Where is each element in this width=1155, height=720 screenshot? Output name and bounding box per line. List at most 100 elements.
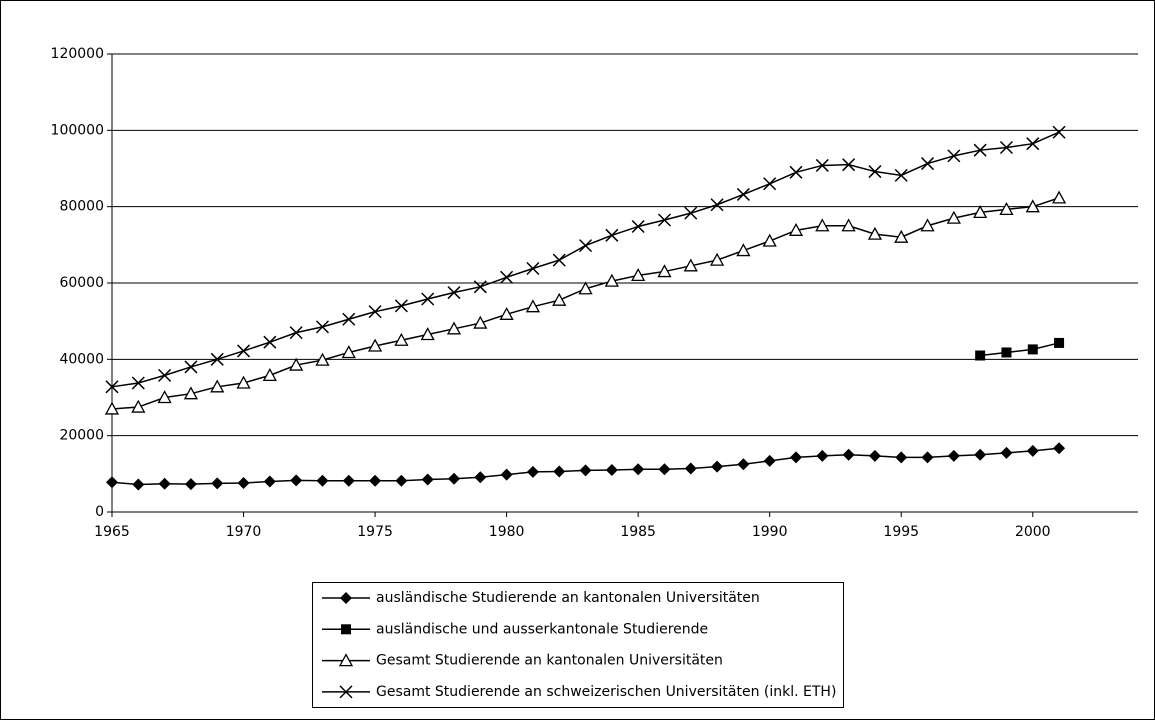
data-point [210, 352, 224, 366]
data-point [316, 474, 329, 487]
legend-label: ausländische Studierende an kantonalen U… [376, 590, 760, 606]
data-point [1054, 337, 1065, 348]
data-point [341, 345, 356, 359]
legend-marker [338, 653, 354, 667]
legend-label: Gesamt Studierende an schweizerischen Un… [376, 684, 836, 700]
data-point [946, 210, 961, 224]
data-point [500, 468, 513, 481]
data-point [263, 475, 276, 488]
data-point [447, 286, 461, 300]
data-point [868, 165, 882, 179]
data-point [631, 219, 645, 234]
data-point [790, 451, 802, 464]
data-point [368, 305, 382, 319]
data-point [421, 473, 434, 486]
y-tick-label: 120000 [51, 46, 104, 62]
data-point [657, 264, 672, 278]
legend-marker [341, 624, 351, 635]
data-point [157, 390, 172, 404]
data-point [552, 253, 566, 267]
data-point [815, 158, 829, 172]
data-point [106, 476, 118, 489]
data-point [290, 474, 303, 487]
data-point [709, 252, 725, 266]
legend-label: Gesamt Studierende an kantonalen Univers… [376, 653, 723, 669]
data-point [420, 327, 435, 341]
data-point [210, 379, 225, 393]
data-point [684, 462, 697, 475]
data-point [999, 140, 1013, 155]
data-point [473, 280, 487, 294]
data-point [605, 228, 619, 242]
data-point [736, 187, 750, 201]
data-point [788, 222, 804, 236]
legend-marker [339, 685, 353, 699]
data-point [395, 474, 408, 487]
data-point [999, 201, 1014, 215]
legend-label: ausländische und ausserkantonale Studier… [376, 621, 708, 637]
data-point [553, 465, 566, 478]
x-tick-label: 2000 [1015, 524, 1051, 540]
data-point [262, 368, 277, 382]
data-point [526, 261, 540, 276]
data-point [237, 476, 250, 489]
data-point [1025, 199, 1040, 213]
data-point [684, 206, 698, 220]
data-point [446, 321, 462, 335]
data-point [841, 218, 856, 232]
data-point [632, 463, 645, 476]
data-point [1001, 347, 1012, 358]
data-point [921, 157, 935, 171]
data-point [105, 380, 119, 394]
data-point [895, 451, 908, 464]
data-point [1026, 137, 1040, 151]
data-point [474, 471, 487, 484]
data-point [1053, 442, 1066, 455]
data-point [131, 399, 146, 413]
data-point [657, 213, 671, 227]
data-point [131, 376, 145, 390]
data-point [526, 465, 539, 478]
data-point [1052, 125, 1066, 139]
data-point [631, 268, 646, 282]
data-point [183, 386, 199, 400]
data-point [710, 198, 724, 212]
data-point [816, 449, 829, 462]
data-point [211, 477, 224, 490]
data-point [315, 320, 329, 334]
data-point [579, 239, 593, 253]
data-point [683, 258, 698, 272]
data-point [158, 368, 172, 382]
y-tick-label: 20000 [59, 428, 104, 444]
legend-box [312, 582, 844, 708]
data-point [711, 460, 724, 473]
x-tick-label: 1995 [883, 524, 919, 540]
data-point [947, 449, 960, 462]
x-tick-label: 1965 [94, 524, 130, 540]
data-point [974, 448, 987, 461]
y-tick-label: 0 [95, 504, 104, 520]
data-point [1027, 344, 1038, 355]
x-tick-label: 1985 [620, 524, 656, 540]
data-point [342, 312, 356, 326]
series-line [980, 342, 1060, 357]
data-point [605, 464, 618, 477]
data-point [763, 177, 777, 191]
x-tick-label: 1990 [752, 524, 788, 540]
data-point [842, 158, 856, 172]
data-point [921, 451, 934, 464]
data-point [973, 143, 987, 157]
x-tick-label: 1975 [357, 524, 393, 540]
data-point [369, 474, 382, 487]
y-tick-label: 100000 [51, 122, 104, 138]
legend-marker [340, 592, 352, 604]
data-point [762, 233, 777, 247]
data-point [104, 401, 120, 415]
data-point [500, 270, 514, 284]
data-point [604, 273, 619, 287]
x-tick-label: 1980 [489, 524, 525, 540]
data-point [315, 352, 330, 366]
data-point [184, 478, 197, 491]
data-point [842, 448, 855, 461]
